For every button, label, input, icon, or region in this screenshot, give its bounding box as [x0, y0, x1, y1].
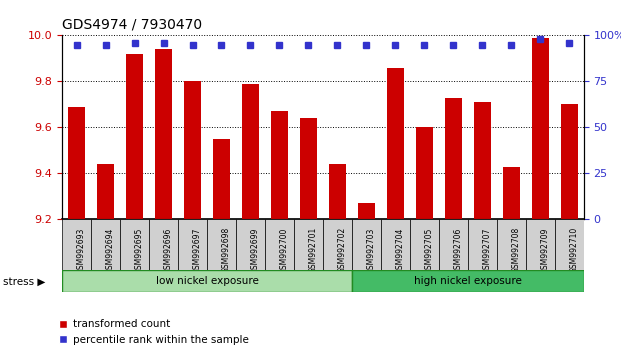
- Bar: [323, 219, 352, 271]
- Text: GSM992705: GSM992705: [424, 227, 433, 274]
- Bar: [329, 164, 346, 219]
- Text: GSM992697: GSM992697: [193, 227, 201, 274]
- Bar: [532, 38, 549, 219]
- Text: GSM992702: GSM992702: [337, 227, 347, 273]
- Bar: [184, 81, 201, 219]
- Text: GSM992706: GSM992706: [453, 227, 462, 274]
- Text: GSM992701: GSM992701: [309, 227, 317, 273]
- Bar: [120, 219, 149, 271]
- Text: low nickel exposure: low nickel exposure: [156, 276, 258, 286]
- Bar: [387, 68, 404, 219]
- Bar: [300, 118, 317, 219]
- Bar: [178, 219, 207, 271]
- Text: GDS4974 / 7930470: GDS4974 / 7930470: [62, 18, 202, 32]
- Bar: [265, 219, 294, 271]
- Text: GSM992709: GSM992709: [540, 227, 549, 274]
- Bar: [68, 107, 85, 219]
- Bar: [555, 219, 584, 271]
- Bar: [468, 219, 497, 271]
- Bar: [410, 219, 439, 271]
- Text: GSM992707: GSM992707: [483, 227, 491, 274]
- Bar: [149, 219, 178, 271]
- Bar: [62, 270, 352, 292]
- Text: GSM992708: GSM992708: [511, 227, 520, 273]
- Bar: [358, 203, 375, 219]
- Text: GSM992694: GSM992694: [106, 227, 114, 274]
- Bar: [352, 219, 381, 271]
- Text: high nickel exposure: high nickel exposure: [414, 276, 522, 286]
- Bar: [207, 219, 236, 271]
- Bar: [502, 166, 520, 219]
- Text: GSM992693: GSM992693: [76, 227, 86, 274]
- Bar: [155, 49, 172, 219]
- Bar: [497, 219, 526, 271]
- Bar: [271, 111, 288, 219]
- Bar: [561, 104, 578, 219]
- Text: GSM992704: GSM992704: [396, 227, 404, 274]
- Text: GSM992698: GSM992698: [222, 227, 230, 273]
- Bar: [526, 219, 555, 271]
- Bar: [381, 219, 410, 271]
- Bar: [445, 97, 462, 219]
- Text: GSM992699: GSM992699: [250, 227, 260, 274]
- Bar: [97, 164, 114, 219]
- Text: GSM992703: GSM992703: [366, 227, 375, 274]
- Bar: [474, 102, 491, 219]
- Bar: [242, 84, 259, 219]
- Bar: [126, 54, 143, 219]
- Text: stress ▶: stress ▶: [3, 276, 45, 286]
- Legend: transformed count, percentile rank within the sample: transformed count, percentile rank withi…: [55, 315, 253, 349]
- Bar: [352, 270, 584, 292]
- Bar: [439, 219, 468, 271]
- Bar: [294, 219, 323, 271]
- Bar: [91, 219, 120, 271]
- Text: GSM992700: GSM992700: [279, 227, 288, 274]
- Text: GSM992696: GSM992696: [163, 227, 173, 274]
- Bar: [62, 219, 91, 271]
- Text: GSM992695: GSM992695: [135, 227, 143, 274]
- Text: GSM992710: GSM992710: [569, 227, 578, 273]
- Bar: [236, 219, 265, 271]
- Bar: [213, 139, 230, 219]
- Bar: [415, 127, 433, 219]
